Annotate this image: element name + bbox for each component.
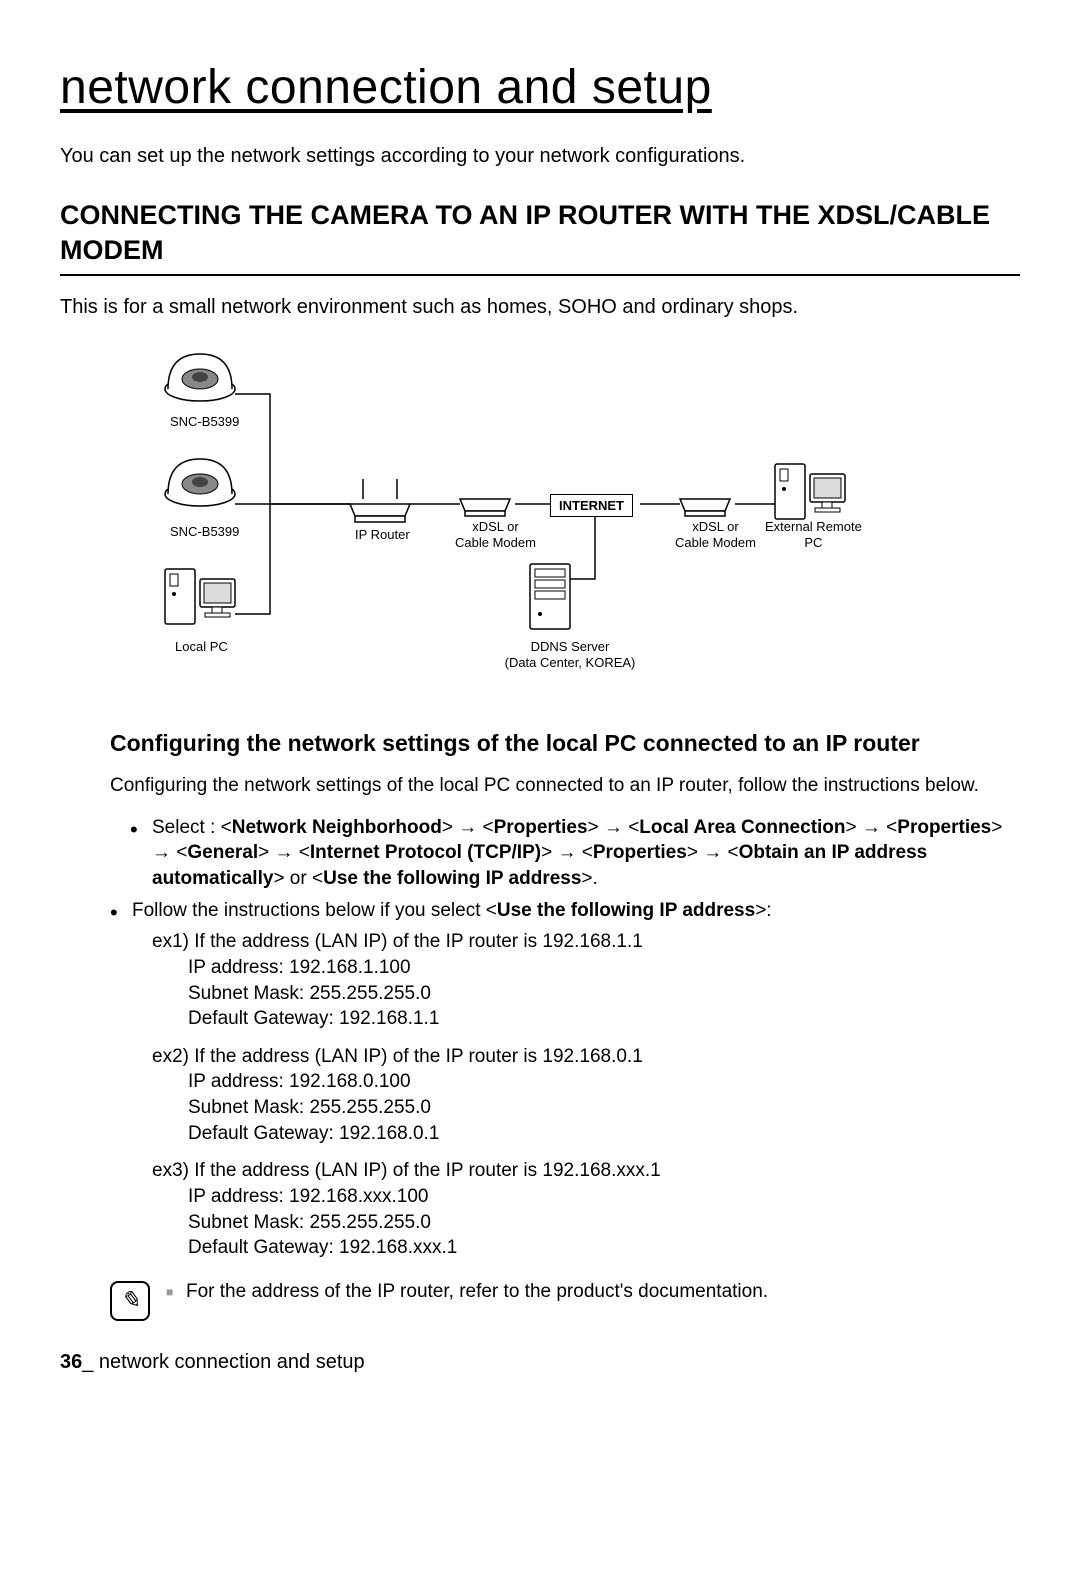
example-gw: Default Gateway: 192.168.xxx.1	[188, 1235, 1020, 1261]
note-text: For the address of the IP router, refer …	[166, 1281, 768, 1303]
example-mask: Subnet Mask: 255.255.255.0	[188, 1210, 1020, 1236]
example-gw: Default Gateway: 192.168.1.1	[188, 1006, 1020, 1032]
camera-icon	[160, 449, 240, 509]
note-row: ✎ For the address of the IP router, refe…	[110, 1281, 1020, 1321]
page-intro: You can set up the network settings acco…	[60, 145, 1020, 168]
example-ip: IP address: 192.168.1.100	[188, 955, 1020, 981]
subsection-heading: Configuring the network settings of the …	[110, 729, 1020, 759]
internet-box: INTERNET	[550, 494, 633, 517]
ddns-label: DDNS Server (Data Center, KOREA)	[500, 639, 640, 670]
local-pc-label: Local PC	[175, 639, 228, 655]
modem-icon	[455, 489, 515, 519]
section-intro: This is for a small network environment …	[60, 296, 1020, 319]
example-block: ex3) If the address (LAN IP) of the IP r…	[152, 1158, 1020, 1261]
page-title: network connection and setup	[60, 60, 1020, 115]
example-block: ex1) If the address (LAN IP) of the IP r…	[152, 929, 1020, 1032]
subsection-intro: Configuring the network settings of the …	[110, 773, 1020, 799]
modem1-label: xDSL or Cable Modem	[455, 519, 536, 550]
router-icon	[345, 474, 415, 524]
example-block: ex2) If the address (LAN IP) of the IP r…	[152, 1044, 1020, 1147]
server-icon	[520, 554, 580, 634]
page-number: 36	[60, 1351, 82, 1373]
example-condition: If the address (LAN IP) of the IP router…	[194, 1046, 643, 1067]
footer-title: _ network connection and setup	[82, 1351, 364, 1373]
example-mask: Subnet Mask: 255.255.255.0	[188, 1095, 1020, 1121]
example-gw: Default Gateway: 192.168.0.1	[188, 1121, 1020, 1147]
camera-icon	[160, 344, 240, 404]
instruction-item-select: Select : <Network Neighborhood> → <Prope…	[130, 815, 1020, 892]
example-label: ex1)	[152, 931, 194, 952]
instruction-list: Select : <Network Neighborhood> → <Prope…	[130, 815, 1020, 892]
modem2-label: xDSL or Cable Modem	[675, 519, 756, 550]
camera1-label: SNC-B5399	[170, 414, 239, 430]
modem-icon	[675, 489, 735, 519]
remote-pc-label: External Remote PC	[765, 519, 862, 550]
note-icon: ✎	[110, 1281, 150, 1321]
page-footer: 36_ network connection and setup	[60, 1351, 1020, 1374]
example-mask: Subnet Mask: 255.255.255.0	[188, 981, 1020, 1007]
instruction-item-follow: Follow the instructions below if you sel…	[110, 898, 1020, 924]
network-diagram: SNC-B5399 SNC-B5399 Local PC IP Router x…	[120, 339, 940, 709]
example-condition: If the address (LAN IP) of the IP router…	[194, 1160, 660, 1181]
example-ip: IP address: 192.168.0.100	[188, 1069, 1020, 1095]
section-heading: CONNECTING THE CAMERA TO AN IP ROUTER WI…	[60, 198, 1020, 276]
example-condition: If the address (LAN IP) of the IP router…	[194, 931, 643, 952]
example-label: ex3)	[152, 1160, 194, 1181]
instruction-list-2: Follow the instructions below if you sel…	[110, 898, 1020, 924]
example-label: ex2)	[152, 1046, 194, 1067]
router-label: IP Router	[355, 527, 410, 543]
example-ip: IP address: 192.168.xxx.100	[188, 1184, 1020, 1210]
camera2-label: SNC-B5399	[170, 524, 239, 540]
pc-icon	[160, 564, 240, 634]
